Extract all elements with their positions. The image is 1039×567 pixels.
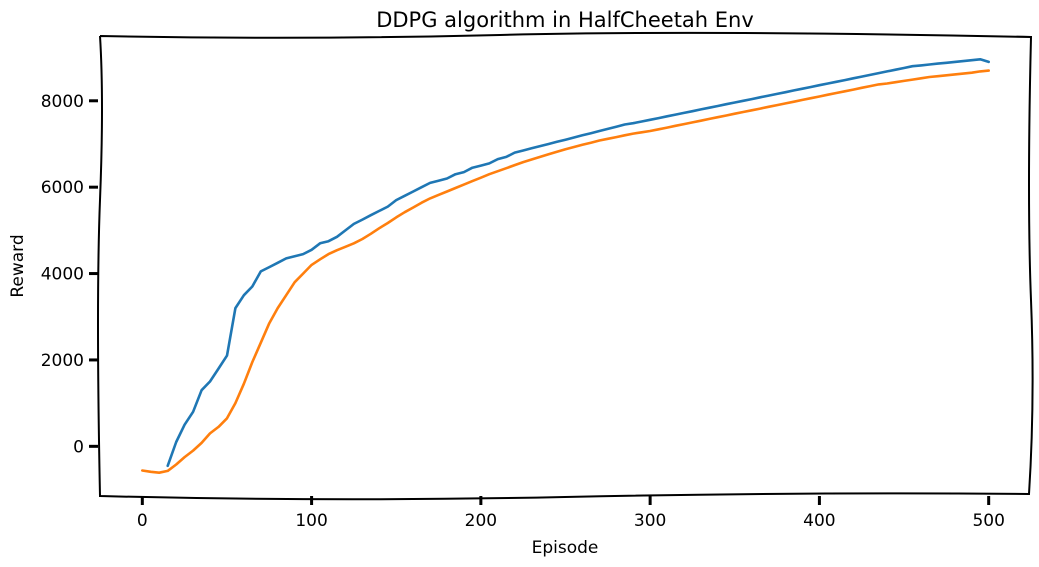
y-tick-label-6000: 6000 (41, 178, 84, 198)
x-tick-label-0: 0 (137, 511, 148, 531)
y-tick-label-2000: 2000 (41, 351, 84, 371)
y-tick-label-0: 0 (73, 437, 84, 457)
chart-title: DDPG algorithm in HalfCheetah Env (376, 8, 754, 32)
raw-reward-line (166, 58, 990, 468)
plot-frame (97, 31, 1034, 501)
tick-marks: 0 100 200 300 400 500 0 2000 4000 6000 8000 (41, 92, 1005, 531)
x-tick-label-400: 400 (803, 511, 835, 531)
x-tick-label-100: 100 (295, 511, 327, 531)
y-tick-label-8000: 8000 (41, 92, 84, 112)
y-axis-label: Reward (8, 234, 28, 297)
series-lines (141, 58, 990, 474)
x-axis-label: Episode (532, 538, 599, 558)
x-tick-label-200: 200 (465, 511, 497, 531)
x-tick-label-500: 500 (972, 511, 1004, 531)
smoothed-reward-line (141, 69, 990, 474)
y-tick-label-4000: 4000 (41, 265, 84, 285)
x-tick-label-300: 300 (634, 511, 666, 531)
